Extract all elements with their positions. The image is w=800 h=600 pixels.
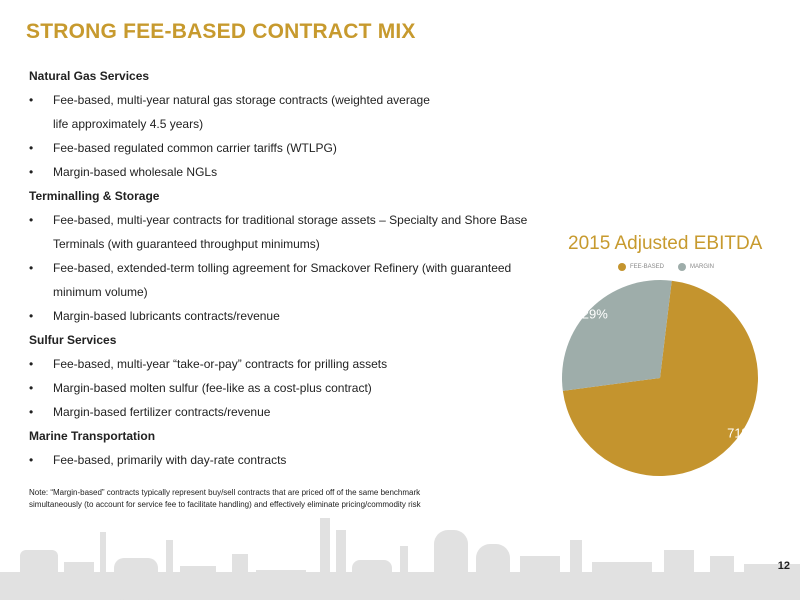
legend-swatch-margin (678, 263, 687, 271)
bullet-dot: • (29, 165, 34, 179)
bullet-dot: • (29, 261, 34, 275)
bullet-text-line: Fee-based, multi-year contracts for trad… (53, 213, 528, 227)
section-heading: Terminalling & Storage (29, 189, 160, 203)
bullet-item: • Fee-based, multi-year natural gas stora… (29, 88, 549, 136)
pie-label-margin: 29% (582, 306, 608, 321)
bullet-item: • Margin-based molten sulfur (fee-like as… (29, 376, 549, 400)
pie-slice-margin (562, 280, 672, 391)
pie-label-fee-based: 71% (727, 426, 753, 441)
bullet-text-line: Fee-based, extended-term tolling agreeme… (53, 261, 512, 275)
industrial-skyline-graphic (0, 518, 800, 600)
bullet-item: • Fee-based, primarily with day-rate cont… (29, 448, 549, 472)
footnote-line: simultaneously (to account for service f… (29, 500, 421, 509)
bullet-item: • Fee-based, multi-year “take-or-pay” con… (29, 352, 549, 376)
bullet-dot: • (29, 405, 34, 419)
pie-slice-fee-based (562, 280, 758, 476)
bullet-item: • Margin-based wholesale NGLs (29, 160, 549, 184)
contract-mix-list: Natural Gas Services • Fee-based, multi-ye… (29, 64, 549, 472)
page-number: 12 (777, 560, 790, 572)
legend-label: MARGIN (690, 264, 715, 270)
bullet-item: • Margin-based fertilizer contracts/reven… (29, 400, 549, 424)
section-heading: Marine Transportation (29, 429, 156, 443)
bullet-text-line: Margin-based lubricants contracts/revenu… (53, 309, 280, 323)
footnote: Note: “Margin-based” contracts typically… (29, 487, 499, 511)
bullet-text-line: Fee-based, multi-year natural gas storag… (53, 93, 430, 107)
bullet-item: • Margin-based lubricants contracts/reven… (29, 304, 549, 328)
bullet-dot: • (29, 453, 34, 467)
bullet-text-line: Terminals (with guaranteed throughput mi… (53, 237, 320, 251)
bullet-text-line: Margin-based molten sulfur (fee-like as … (53, 381, 372, 395)
chart-legend: FEE-BASED MARGIN (618, 263, 714, 271)
bullet-text-line: Fee-based regulated common carrier tarif… (53, 141, 337, 155)
chart-title: 2015 Adjusted EBITDA (568, 233, 763, 254)
bullet-dot: • (29, 309, 34, 323)
bullet-text-line: Fee-based, primarily with day-rate contr… (53, 453, 287, 467)
legend-item-margin: MARGIN (678, 263, 714, 271)
bullet-dot: • (29, 381, 34, 395)
bullet-dot: • (29, 93, 34, 107)
bullet-item: • Fee-based, multi-year contracts for tra… (29, 208, 549, 256)
legend-label: FEE-BASED (630, 264, 665, 270)
bullet-text-line: Margin-based fertilizer contracts/revenu… (53, 405, 271, 419)
bullet-dot: • (29, 141, 34, 155)
legend-item-fee-based: FEE-BASED (618, 263, 664, 271)
bullet-text-line: Fee-based, multi-year “take-or-pay” cont… (53, 357, 388, 371)
bullet-item: • Fee-based regulated common carrier tari… (29, 136, 549, 160)
bullet-dot: • (29, 213, 34, 227)
legend-swatch-fee-based (618, 263, 626, 271)
bullet-dot: • (29, 357, 34, 371)
footnote-line: Note: “Margin-based” contracts typically… (29, 488, 421, 497)
bullet-text-line: Margin-based wholesale NGLs (53, 165, 218, 179)
page-title: STRONG FEE-BASED CONTRACT MIX (26, 20, 416, 43)
bullet-text-line: minimum volume) (53, 285, 148, 299)
bullet-item: • Fee-based, extended-term tolling agreem… (29, 256, 549, 304)
ebitda-pie-chart: 71% 29% (562, 280, 758, 476)
section-heading: Natural Gas Services (29, 69, 150, 83)
section-heading: Sulfur Services (29, 333, 117, 347)
bullet-text-line: life approximately 4.5 years) (53, 117, 204, 131)
